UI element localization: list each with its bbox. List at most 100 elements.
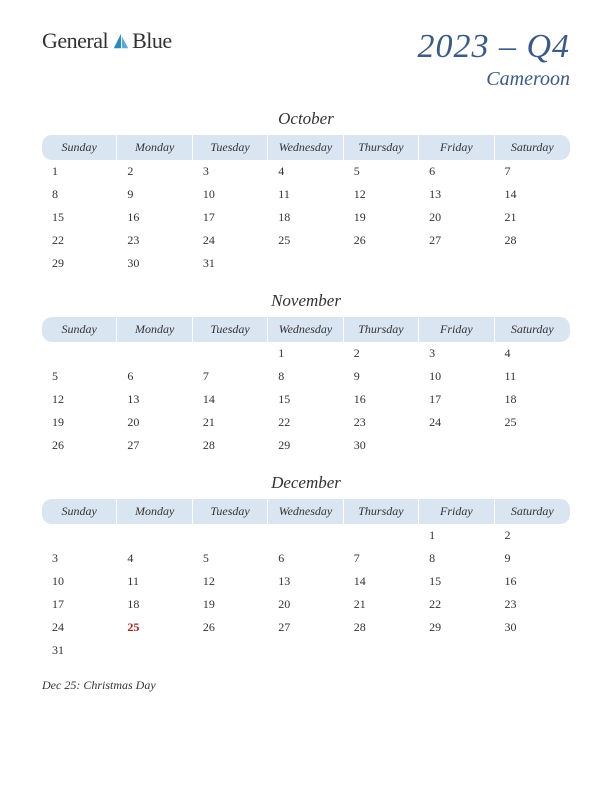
calendar-cell: 13 [419, 183, 494, 206]
day-header: Thursday [344, 135, 419, 160]
logo-text-blue: Blue [132, 28, 172, 54]
day-header: Thursday [344, 317, 419, 342]
calendar-cell [344, 252, 419, 275]
calendar-cell [42, 342, 117, 365]
calendar-cell: 1 [419, 524, 494, 547]
calendar-cell: 10 [419, 365, 494, 388]
calendar-cell: 6 [117, 365, 192, 388]
calendar-row: 22232425262728 [42, 229, 570, 252]
calendar-cell: 30 [344, 434, 419, 457]
calendar-cell: 14 [193, 388, 268, 411]
calendar-cell [117, 524, 192, 547]
calendar-cell: 8 [419, 547, 494, 570]
day-header: Saturday [495, 317, 570, 342]
calendar-row: 31 [42, 639, 570, 662]
calendar-row: 10111213141516 [42, 570, 570, 593]
day-header: Saturday [495, 499, 570, 524]
calendar-cell: 16 [495, 570, 570, 593]
calendar-cell: 28 [344, 616, 419, 639]
calendar-cell [344, 524, 419, 547]
calendar-cell: 27 [117, 434, 192, 457]
calendar-cell: 28 [495, 229, 570, 252]
holiday-list: Dec 25: Christmas Day [42, 678, 570, 693]
calendar-cell: 26 [344, 229, 419, 252]
calendar-cell: 15 [42, 206, 117, 229]
calendar-cell: 6 [268, 547, 343, 570]
calendar-row: 293031 [42, 252, 570, 275]
title-block: 2023 – Q4 Cameroon [417, 28, 570, 91]
calendar-cell: 23 [117, 229, 192, 252]
calendar-cell: 30 [495, 616, 570, 639]
calendar-row: 17181920212223 [42, 593, 570, 616]
calendar-cell: 3 [193, 160, 268, 183]
calendar-table: SundayMondayTuesdayWednesdayThursdayFrid… [42, 135, 570, 275]
calendar-cell [117, 639, 192, 662]
calendar-cell: 14 [344, 570, 419, 593]
calendar-cell: 29 [419, 616, 494, 639]
calendar-cell: 11 [495, 365, 570, 388]
calendar-cell [419, 639, 494, 662]
calendar-cell: 4 [495, 342, 570, 365]
calendar-cell: 6 [419, 160, 494, 183]
calendar-cell: 29 [42, 252, 117, 275]
calendar-cell [268, 639, 343, 662]
calendar-cell [268, 252, 343, 275]
calendar-table: SundayMondayTuesdayWednesdayThursdayFrid… [42, 317, 570, 457]
calendar-cell: 21 [344, 593, 419, 616]
calendar-cell: 28 [193, 434, 268, 457]
day-header: Wednesday [268, 135, 343, 160]
calendar-cell [495, 434, 570, 457]
calendar-cell: 10 [42, 570, 117, 593]
day-header: Sunday [42, 135, 117, 160]
day-header: Sunday [42, 499, 117, 524]
calendar-cell: 23 [495, 593, 570, 616]
calendar-cell: 15 [268, 388, 343, 411]
calendar-cell: 17 [419, 388, 494, 411]
calendar-cell: 20 [419, 206, 494, 229]
page-header: General Blue 2023 – Q4 Cameroon [42, 28, 570, 91]
calendar-cell [495, 639, 570, 662]
calendar-row: 15161718192021 [42, 206, 570, 229]
calendar-cell: 25 [117, 616, 192, 639]
calendar-cell: 18 [268, 206, 343, 229]
calendar-cell [268, 524, 343, 547]
calendar-cell: 4 [268, 160, 343, 183]
calendar-cell: 30 [117, 252, 192, 275]
calendar-row: 1234567 [42, 160, 570, 183]
calendar-cell: 17 [193, 206, 268, 229]
day-header: Monday [117, 317, 192, 342]
day-header: Tuesday [193, 499, 268, 524]
calendar-cell: 5 [193, 547, 268, 570]
day-header: Monday [117, 135, 192, 160]
calendar-cell: 14 [495, 183, 570, 206]
calendar-cell: 19 [344, 206, 419, 229]
calendar-cell: 17 [42, 593, 117, 616]
calendar-cell: 8 [42, 183, 117, 206]
day-header: Sunday [42, 317, 117, 342]
calendar-cell: 9 [117, 183, 192, 206]
calendar-row: 3456789 [42, 547, 570, 570]
calendar-cell: 26 [42, 434, 117, 457]
calendar-cell: 2 [117, 160, 192, 183]
month-name: November [42, 291, 570, 311]
calendar-cell: 19 [193, 593, 268, 616]
calendar-cell: 7 [344, 547, 419, 570]
calendar-cell: 5 [344, 160, 419, 183]
calendar-cell [193, 342, 268, 365]
day-header: Friday [419, 317, 494, 342]
day-header: Friday [419, 499, 494, 524]
calendar-cell: 29 [268, 434, 343, 457]
calendar-cell: 8 [268, 365, 343, 388]
calendar-cell: 4 [117, 547, 192, 570]
calendar-row: 19202122232425 [42, 411, 570, 434]
logo-text-general: General [42, 28, 108, 54]
day-header: Wednesday [268, 499, 343, 524]
page-title: 2023 – Q4 [417, 28, 570, 66]
calendar-cell: 16 [117, 206, 192, 229]
calendar-cell: 15 [419, 570, 494, 593]
day-header: Tuesday [193, 317, 268, 342]
calendar-cell: 9 [344, 365, 419, 388]
calendar-cell: 11 [117, 570, 192, 593]
calendar-cell: 11 [268, 183, 343, 206]
calendar-cell [495, 252, 570, 275]
